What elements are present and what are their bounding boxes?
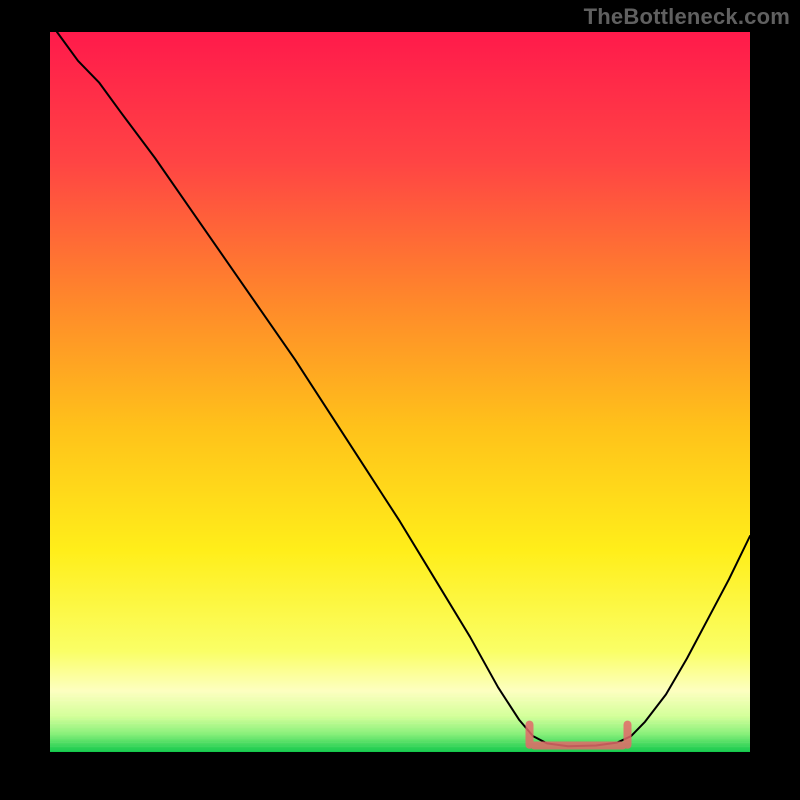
watermark-text: TheBottleneck.com [584,4,790,30]
gradient-background [50,32,750,752]
bottleneck-chart [0,0,800,800]
